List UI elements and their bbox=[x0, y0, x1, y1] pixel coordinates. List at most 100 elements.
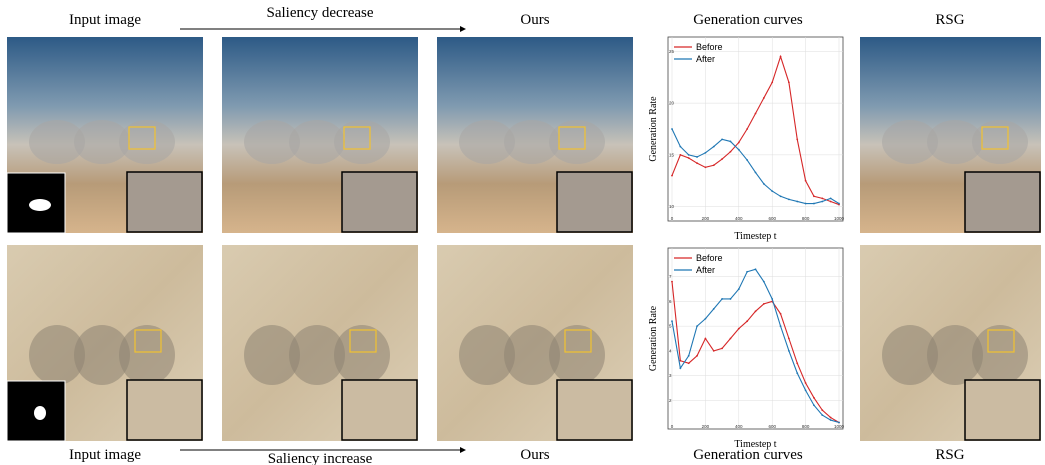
legend-label: Before bbox=[696, 253, 723, 263]
point bbox=[730, 338, 732, 340]
point bbox=[796, 372, 798, 374]
point bbox=[738, 328, 740, 330]
y-tick-label: 25 bbox=[669, 49, 675, 54]
arrow-label: Saliency decrease bbox=[266, 5, 373, 21]
point bbox=[696, 325, 698, 327]
bird bbox=[549, 325, 605, 385]
y-axis-label: Generation Rate bbox=[648, 305, 659, 371]
col-label: Input image bbox=[69, 12, 141, 28]
point bbox=[696, 355, 698, 357]
x-tick-label: 400 bbox=[735, 424, 743, 429]
point bbox=[788, 199, 790, 201]
point bbox=[796, 362, 798, 364]
y-tick-label: 15 bbox=[669, 152, 675, 157]
col-label: Input image bbox=[69, 447, 141, 463]
legend-label: Before bbox=[696, 42, 723, 52]
point bbox=[830, 201, 832, 203]
zoom-inset bbox=[127, 172, 202, 232]
point bbox=[705, 318, 707, 320]
point bbox=[696, 156, 698, 158]
zoom-inset bbox=[342, 172, 417, 232]
point bbox=[813, 203, 815, 205]
x-tick-label: 800 bbox=[802, 424, 810, 429]
point bbox=[696, 162, 698, 164]
point bbox=[813, 195, 815, 197]
x-tick-label: 600 bbox=[768, 216, 776, 221]
point bbox=[755, 310, 757, 312]
point bbox=[721, 138, 723, 140]
point bbox=[805, 180, 807, 182]
point bbox=[679, 360, 681, 362]
mask-shape bbox=[29, 199, 51, 211]
point bbox=[755, 268, 757, 270]
point bbox=[705, 166, 707, 168]
point bbox=[763, 281, 765, 283]
point bbox=[788, 82, 790, 84]
point bbox=[780, 56, 782, 58]
point bbox=[821, 409, 823, 411]
point bbox=[713, 146, 715, 148]
line-chart: 02004006008001000234567BeforeAfterTimest… bbox=[648, 248, 845, 450]
point bbox=[780, 325, 782, 327]
bird bbox=[334, 325, 390, 385]
point bbox=[721, 347, 723, 349]
point bbox=[713, 308, 715, 310]
x-tick-label: 800 bbox=[802, 216, 810, 221]
plot-frame bbox=[668, 37, 843, 221]
zoom-inset bbox=[557, 380, 632, 440]
point bbox=[780, 313, 782, 315]
y-tick-label: 10 bbox=[669, 204, 675, 209]
point bbox=[713, 164, 715, 166]
point bbox=[805, 203, 807, 205]
point bbox=[788, 350, 790, 352]
col-label: Ours bbox=[520, 447, 549, 463]
point bbox=[805, 390, 807, 392]
point bbox=[721, 158, 723, 160]
col-label: RSG bbox=[935, 12, 964, 28]
point bbox=[671, 128, 673, 130]
point bbox=[763, 303, 765, 305]
point bbox=[671, 320, 673, 322]
point bbox=[771, 298, 773, 300]
point bbox=[738, 149, 740, 151]
point bbox=[763, 97, 765, 99]
zoom-inset bbox=[127, 380, 202, 440]
zoom-inset bbox=[965, 380, 1040, 440]
x-axis-label: Timestep t bbox=[734, 439, 776, 450]
point bbox=[746, 271, 748, 273]
point bbox=[688, 154, 690, 156]
point bbox=[671, 175, 673, 177]
point bbox=[796, 138, 798, 140]
figure: Input image Saliency decrease Ours Gener… bbox=[0, 0, 1045, 465]
zoom-inset bbox=[557, 172, 632, 232]
point bbox=[788, 338, 790, 340]
point bbox=[688, 362, 690, 364]
point bbox=[679, 367, 681, 369]
point bbox=[771, 190, 773, 192]
point bbox=[780, 195, 782, 197]
point bbox=[821, 201, 823, 203]
point bbox=[830, 197, 832, 199]
zoom-inset bbox=[965, 172, 1040, 232]
point bbox=[813, 397, 815, 399]
point bbox=[796, 201, 798, 203]
point bbox=[830, 417, 832, 419]
x-tick-label: 1000 bbox=[834, 424, 845, 429]
point bbox=[705, 338, 707, 340]
x-tick-label: 200 bbox=[702, 216, 710, 221]
point bbox=[821, 414, 823, 416]
point bbox=[738, 288, 740, 290]
x-tick-label: 1000 bbox=[834, 216, 845, 221]
col-label: RSG bbox=[935, 447, 964, 463]
col-label: Ours bbox=[520, 12, 549, 28]
point bbox=[688, 157, 690, 159]
point bbox=[771, 82, 773, 84]
y-axis-label: Generation Rate bbox=[648, 96, 659, 162]
point bbox=[805, 382, 807, 384]
point bbox=[755, 172, 757, 174]
x-tick-label: 600 bbox=[768, 424, 776, 429]
point bbox=[679, 146, 681, 148]
point bbox=[838, 422, 840, 424]
arrow-label: Saliency increase bbox=[268, 451, 373, 465]
point bbox=[679, 154, 681, 156]
